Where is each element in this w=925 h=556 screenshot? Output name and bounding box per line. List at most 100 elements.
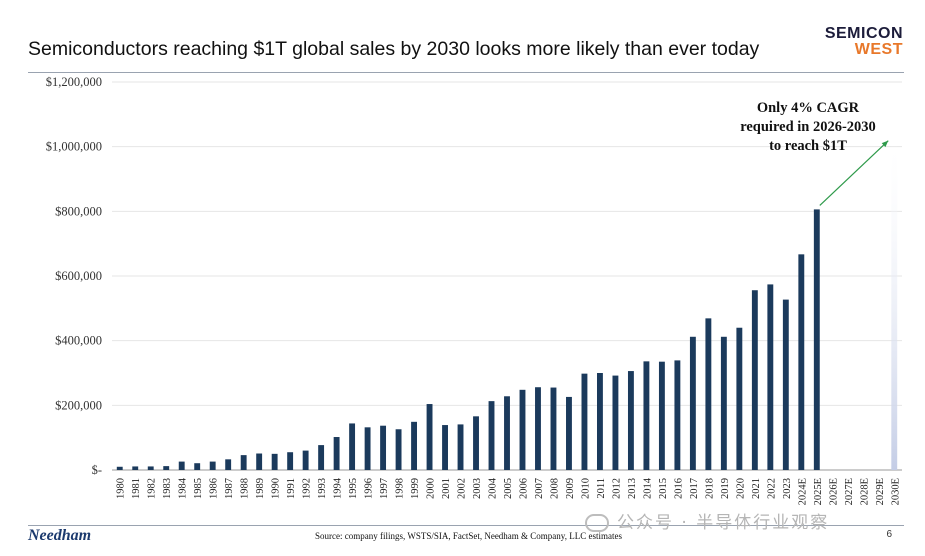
bars bbox=[116, 146, 898, 471]
bar-2007 bbox=[535, 387, 541, 470]
logo-line1: SEMICON bbox=[824, 25, 903, 42]
x-tick-label: 2009 bbox=[565, 478, 576, 499]
y-tick-label: $600,000 bbox=[55, 269, 102, 283]
source-note: Source: company filings, WSTS/SIA, FactS… bbox=[315, 531, 622, 541]
bar-2008 bbox=[550, 387, 557, 470]
bar-1989 bbox=[256, 453, 263, 470]
x-tick-label: 1983 bbox=[162, 478, 173, 499]
x-tick-label: 1992 bbox=[302, 478, 313, 499]
bar-1988 bbox=[240, 455, 247, 470]
x-tick-label: 1989 bbox=[255, 478, 266, 499]
x-tick-label: 2018 bbox=[704, 478, 715, 499]
x-tick-label: 2006 bbox=[518, 478, 529, 499]
x-tick-label: 2027E bbox=[844, 478, 855, 505]
watermark-text: 公众号 · 半导体行业观察 bbox=[617, 513, 830, 533]
x-tick-label: 2002 bbox=[457, 478, 468, 499]
bar-2016 bbox=[674, 360, 681, 470]
bar-2015 bbox=[658, 361, 665, 470]
y-tick-label: $400,000 bbox=[55, 334, 102, 348]
bar-2006 bbox=[519, 389, 526, 470]
trend-arrow bbox=[819, 140, 889, 206]
x-tick-label: 2004 bbox=[488, 477, 499, 499]
x-tick-label: 1997 bbox=[379, 478, 390, 499]
bar-2012 bbox=[612, 375, 619, 470]
bar-1985 bbox=[194, 463, 201, 470]
x-tick-label: 2028E bbox=[859, 478, 870, 505]
annotation-line: to reach $1T bbox=[769, 138, 847, 154]
bar-1982 bbox=[147, 466, 154, 470]
semicon-west-logo: SEMICON WEST bbox=[825, 26, 903, 58]
y-tick-label: $1,000,000 bbox=[46, 140, 102, 154]
x-tick-label: 1996 bbox=[364, 478, 375, 499]
bar-2021 bbox=[751, 290, 758, 470]
bar-1986 bbox=[209, 461, 216, 470]
y-tick-label: $1,200,000 bbox=[46, 75, 102, 89]
x-tick-label: 2023 bbox=[782, 478, 793, 499]
bar-1991 bbox=[287, 452, 294, 470]
annotation-line: required in 2026-2030 bbox=[740, 119, 876, 135]
y-tick-label: $800,000 bbox=[55, 204, 102, 218]
x-tick-label: 2005 bbox=[503, 478, 514, 499]
x-tick-label: 2029E bbox=[875, 478, 886, 505]
annotation-line: Only 4% CAGR bbox=[757, 100, 860, 116]
x-tick-label: 1981 bbox=[131, 478, 142, 499]
x-tick-label: 2030E bbox=[890, 478, 901, 505]
x-tick-label: 1980 bbox=[116, 478, 127, 499]
bar-1996 bbox=[364, 427, 371, 470]
x-tick-label: 2016 bbox=[673, 478, 684, 499]
x-tick-label: 1994 bbox=[333, 477, 344, 499]
bar-2025E bbox=[813, 209, 820, 471]
y-axis-ticks: $- $200,000 $400,000 $600,000 $800,000 $1,000… bbox=[46, 75, 102, 477]
x-tick-label: 2020 bbox=[735, 478, 746, 499]
arrow-head-icon bbox=[881, 140, 889, 148]
bar-2011 bbox=[596, 373, 603, 470]
sales-bar-chart: $- $200,000 $400,000 $600,000 $800,000 $1,000… bbox=[46, 75, 902, 505]
footer-divider bbox=[28, 525, 904, 526]
bar-2010 bbox=[581, 373, 588, 470]
x-tick-label: 2003 bbox=[472, 478, 483, 499]
x-tick-label: 1999 bbox=[410, 478, 421, 499]
bar-1990 bbox=[271, 453, 278, 470]
slide-title: Semiconductors reaching $1T global sales… bbox=[28, 38, 760, 60]
x-tick-label: 1991 bbox=[286, 478, 297, 499]
x-tick-label: 1988 bbox=[240, 478, 251, 499]
x-tick-label: 1987 bbox=[224, 478, 235, 499]
bar-1981 bbox=[132, 466, 139, 470]
x-tick-label: 2010 bbox=[580, 478, 591, 499]
bar-1999 bbox=[411, 421, 418, 470]
bar-2005 bbox=[504, 396, 510, 470]
x-tick-label: 2000 bbox=[426, 478, 437, 499]
bar-2004 bbox=[488, 401, 495, 470]
x-tick-label: 2021 bbox=[751, 478, 762, 499]
bar-2002 bbox=[457, 424, 464, 470]
bar-2009 bbox=[566, 396, 572, 470]
bar-1980 bbox=[116, 466, 123, 470]
watermark: 公众号 · 半导体行业观察 bbox=[585, 508, 829, 533]
y-tick-label: $200,000 bbox=[55, 398, 102, 412]
x-tick-label: 2017 bbox=[689, 478, 700, 499]
x-tick-label: 2001 bbox=[441, 478, 452, 499]
x-tick-label: 1998 bbox=[395, 478, 406, 499]
bar-2017 bbox=[689, 336, 696, 470]
x-tick-label: 1982 bbox=[147, 478, 158, 499]
x-tick-label: 2014 bbox=[642, 477, 653, 499]
title-divider bbox=[28, 72, 904, 73]
x-tick-label: 1990 bbox=[271, 478, 282, 499]
bar-2020 bbox=[736, 327, 743, 470]
bar-1995 bbox=[349, 423, 356, 470]
x-axis-ticks: 1980 1981 1982 1983 1984 1985 1986 1987 1988 1989… bbox=[116, 477, 902, 505]
bar-2013 bbox=[627, 371, 634, 470]
wechat-icon bbox=[585, 514, 609, 532]
x-tick-label: 2022 bbox=[766, 478, 777, 499]
bar-1987 bbox=[225, 459, 232, 470]
x-tick-label: 1995 bbox=[348, 478, 359, 499]
bar-2019 bbox=[720, 336, 727, 470]
x-tick-label: 1993 bbox=[317, 478, 328, 499]
x-tick-label: 2026E bbox=[828, 478, 839, 505]
bar-2014 bbox=[643, 361, 650, 470]
bar-1997 bbox=[380, 425, 387, 470]
x-tick-label: 2025E bbox=[813, 478, 824, 505]
bar-1992 bbox=[302, 450, 309, 470]
x-tick-label: 2015 bbox=[658, 478, 669, 499]
x-tick-label: 2011 bbox=[596, 478, 607, 499]
